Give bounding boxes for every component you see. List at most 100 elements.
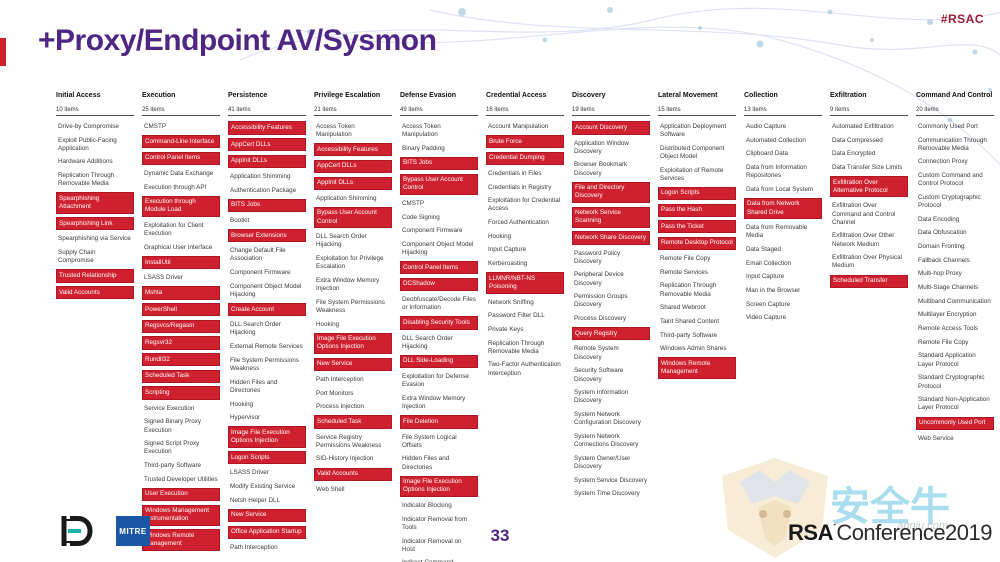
technique-cell: Path Interception <box>316 375 364 383</box>
technique-cell-highlighted: Exfiltration Over Alternative Protocol <box>830 176 908 198</box>
technique-cell: Kerberoasting <box>488 260 528 268</box>
technique-cell-highlighted: Create Account <box>228 303 306 317</box>
technique-cell: Data Obfuscation <box>918 229 967 237</box>
tactic-item-count: 49 items <box>400 107 478 117</box>
technique-cell-highlighted: Data from Network Shared Drive <box>744 197 822 220</box>
technique-cell: Standard Cryptographic Protocol <box>918 374 985 390</box>
technique-cell: Component Object Model Hijacking <box>230 282 302 298</box>
technique-cell: Supply Chain Compromise <box>58 249 96 265</box>
technique-cell-highlighted: Bypass User Account Control <box>314 206 392 229</box>
technique-cell: CMSTP <box>144 122 167 130</box>
technique-cell-highlighted: Network Service Scanning <box>572 206 650 228</box>
technique-cell: System Time Discovery <box>574 490 640 498</box>
technique-cell-highlighted: BITS Jobs <box>228 198 306 212</box>
technique-cell: External Remote Services <box>230 343 303 351</box>
technique-cell: Remote Services <box>660 268 708 276</box>
technique-cell: Multi-Stage Channels <box>918 284 979 292</box>
technique-cell: Netsh Helper DLL <box>230 496 281 504</box>
technique-cell: Custom Command and Control Protocol <box>918 172 983 188</box>
technique-cell: Indicator Removal from Tools <box>402 515 468 531</box>
technique-cell: Signed Binary Proxy Execution <box>144 418 202 434</box>
technique-cell-highlighted: Network Share Discovery <box>572 231 650 245</box>
technique-cell-highlighted: Regsvr32 <box>142 336 220 350</box>
technique-cell: System Owner/User Discovery <box>574 454 631 470</box>
technique-cell: Clipboard Data <box>746 150 789 158</box>
technique-cell: Shared Webroot <box>660 304 706 312</box>
technique-cell: File System Permissions Weakness <box>230 356 299 372</box>
tactic-column-defense-evasion: Defense Evasion 49 items Access Token Mani… <box>400 92 478 562</box>
technique-cell-highlighted: Spearphishing Attachment <box>56 192 134 214</box>
technique-cell-highlighted: Control Panel Items <box>400 261 478 275</box>
tactic-header: Initial Access <box>56 92 101 99</box>
technique-cell-highlighted: Windows Remote Management <box>142 529 220 551</box>
technique-cell-highlighted: New Service <box>228 508 306 523</box>
tactic-column-command-and-control: Command And Control 20 items Commonly Used… <box>916 92 994 562</box>
technique-cell: Application Shimming <box>230 172 291 180</box>
technique-cell-highlighted: Windows Management Instrumentation <box>142 504 220 526</box>
technique-cell-highlighted: Valid Accounts <box>56 286 134 300</box>
technique-cell-highlighted: Image File Execution Options Injection <box>228 426 306 448</box>
technique-cell-highlighted: Scheduled Task <box>142 369 220 383</box>
mitre-logo: MITRE <box>116 516 150 546</box>
tactic-item-count: 20 items <box>916 107 994 117</box>
technique-cell-highlighted: Pass the Hash <box>658 203 736 217</box>
technique-cell-highlighted: AppCert DLLs <box>314 159 392 174</box>
tactic-header: Execution <box>142 92 176 99</box>
tactic-item-count: 13 items <box>744 107 822 117</box>
technique-cell: Fallback Channels <box>918 256 970 264</box>
technique-cell: Bootkit <box>230 216 250 224</box>
technique-cell: Modify Existing Service <box>230 483 296 491</box>
technique-cell: Service Execution <box>144 404 195 412</box>
tactic-item-count: 19 items <box>572 107 650 117</box>
slide-title: +Proxy/Endpoint AV/Sysmon <box>38 24 437 57</box>
technique-cell: Data from Local System <box>746 185 814 193</box>
technique-cell-highlighted: Logon Scripts <box>228 451 306 465</box>
technique-cell: Security Software Discovery <box>574 367 624 383</box>
tactic-column-exfiltration: Exfiltration 9 items Automated Exfiltratio… <box>830 92 908 562</box>
technique-cell: Execution through API <box>144 183 207 191</box>
technique-cell-highlighted: Scripting <box>142 386 220 400</box>
technique-cell: Graphical User Interface <box>144 243 213 251</box>
tactic-column-credential-access: Credential Access 16 items Account Manipul… <box>486 92 564 562</box>
technique-cell-highlighted: Execution through Module Load <box>142 195 220 218</box>
technique-cell-highlighted: Browser Extensions <box>228 229 306 243</box>
technique-cell-highlighted: BITS Jobs <box>400 156 478 171</box>
technique-cell: Network Sniffing <box>488 298 534 306</box>
technique-cell-highlighted: Account Discovery <box>572 121 650 135</box>
technique-cell-highlighted: User Execution <box>142 487 220 502</box>
technique-cell: Peripheral Device Discovery <box>574 271 624 287</box>
technique-cell: Component Object Model Hijacking <box>402 240 474 257</box>
technique-cell: Data Staged <box>746 246 782 254</box>
technique-cell-highlighted: Scheduled Transfer <box>830 274 908 288</box>
rsa-conference-logo: RSA´Conference2019 <box>788 520 992 546</box>
tactic-item-count: 9 items <box>830 107 908 117</box>
technique-cell: File System Logical Offsets <box>402 433 457 449</box>
technique-cell: Private Keys <box>488 325 524 333</box>
technique-cell: Component Firmware <box>230 269 291 277</box>
technique-cell: Multiband Communication <box>918 297 991 305</box>
technique-cell: Email Collection <box>746 259 792 267</box>
tactic-item-count: 10 items <box>56 107 134 117</box>
technique-cell-highlighted: AppInit DLLs <box>314 176 392 190</box>
technique-cell: Extra Window Memory Injection <box>316 276 380 293</box>
technique-cell-highlighted: Regsvcs/Regasm <box>142 319 220 333</box>
tactic-header: Discovery <box>572 92 606 99</box>
technique-cell: Two-Factor Authentication Interception <box>488 361 561 377</box>
technique-cell: Binary Padding <box>402 144 445 152</box>
technique-cell-highlighted: Logon Scripts <box>658 186 736 201</box>
technique-cell: Distributed Component Object Model <box>660 144 725 160</box>
tactic-header: Defense Evasion <box>400 92 457 99</box>
technique-cell: Data from Removable Media <box>746 224 808 240</box>
technique-cell-highlighted: Rundll32 <box>142 353 220 367</box>
technique-cell: Standard Application Layer Protocol <box>918 352 976 368</box>
tactic-header: Credential Access <box>486 92 547 99</box>
tactic-column-execution: Execution 25 items CMSTP Command-Line Inter… <box>142 92 220 562</box>
technique-cell: Commonly Used Port <box>918 122 978 130</box>
technique-cell-highlighted: Image File Execution Options Injection <box>400 475 478 498</box>
technique-cell: Remote File Copy <box>918 338 969 346</box>
technique-cell: Video Capture <box>746 314 787 322</box>
technique-cell: Remote File Copy <box>660 255 711 263</box>
technique-cell-highlighted: Scheduled Task <box>314 415 392 429</box>
technique-cell: Process Injection <box>316 403 364 411</box>
technique-cell: Trusted Developer Utilities <box>144 475 218 483</box>
